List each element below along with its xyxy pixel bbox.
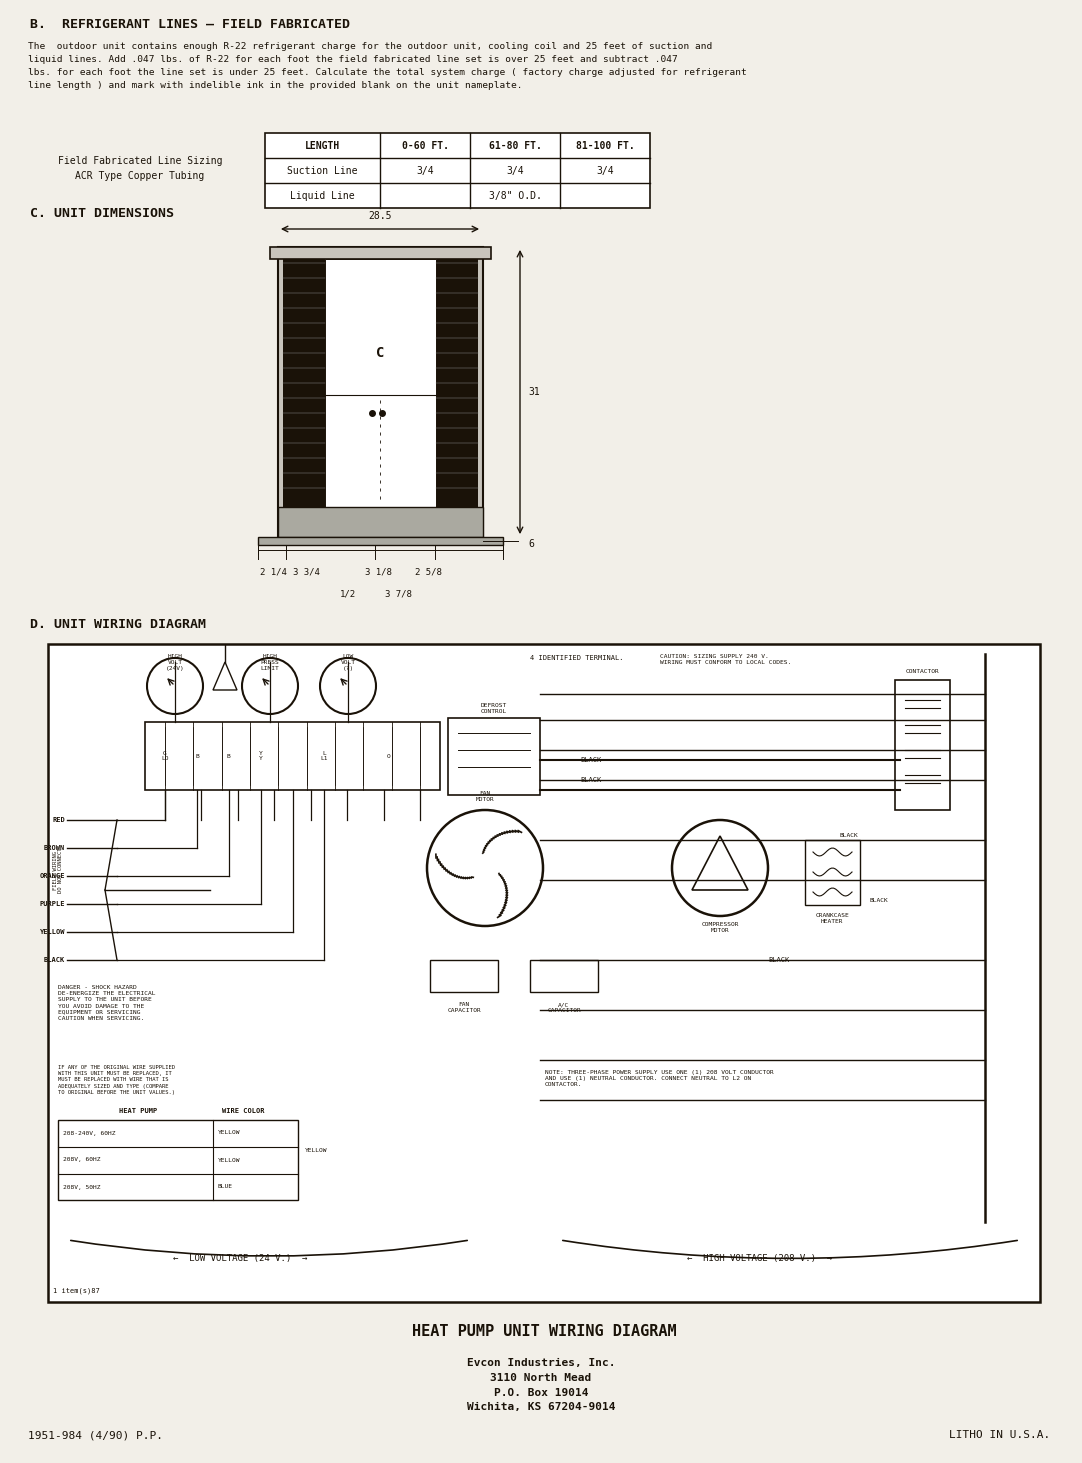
Bar	[278, 508, 483, 537]
Text: FIELD WIRING
DO NOT CONNECT: FIELD WIRING DO NOT CONNECT	[53, 847, 64, 892]
Text: BLACK: BLACK	[870, 897, 888, 903]
Text: 3 1/8: 3 1/8	[365, 568, 392, 576]
Text: 0-60 FT.: 0-60 FT.	[401, 140, 449, 151]
Text: 28.5: 28.5	[368, 211, 392, 221]
Text: BLUE: BLUE	[217, 1185, 233, 1189]
Text: 2 1/4: 2 1/4	[260, 568, 287, 576]
Text: LITHO IN U.S.A.: LITHO IN U.S.A.	[949, 1429, 1050, 1440]
Text: BLACK: BLACK	[768, 957, 789, 963]
Bar	[283, 259, 325, 508]
Text: 3/8" O.D.: 3/8" O.D.	[489, 190, 541, 200]
Text: PURPLE: PURPLE	[40, 901, 65, 907]
Text: YELLOW: YELLOW	[217, 1131, 240, 1135]
Text: WIRE COLOR: WIRE COLOR	[222, 1107, 264, 1113]
Bar	[436, 259, 478, 508]
Text: BLACK: BLACK	[580, 756, 602, 764]
Bar	[325, 259, 436, 508]
Text: B.  REFRIGERANT LINES – FIELD FABRICATED: B. REFRIGERANT LINES – FIELD FABRICATED	[30, 18, 349, 31]
Circle shape	[672, 819, 768, 916]
Bar	[278, 247, 483, 537]
Text: ACR Type Copper Tubing: ACR Type Copper Tubing	[76, 171, 204, 181]
Circle shape	[242, 658, 298, 714]
Text: 208-240V, 60HZ: 208-240V, 60HZ	[63, 1131, 116, 1135]
Text: LENGTH: LENGTH	[305, 140, 340, 151]
Bar	[265, 133, 650, 208]
Text: 208V, 60HZ: 208V, 60HZ	[63, 1157, 101, 1163]
Circle shape	[147, 658, 203, 714]
Text: 1951-984 (4/90) P.P.: 1951-984 (4/90) P.P.	[28, 1429, 163, 1440]
Text: Suction Line: Suction Line	[287, 165, 358, 176]
Polygon shape	[692, 835, 748, 890]
Text: 3 3/4: 3 3/4	[293, 568, 320, 576]
Text: 2 5/8: 2 5/8	[415, 568, 441, 576]
Text: 3/4: 3/4	[596, 165, 613, 176]
Bar	[270, 247, 491, 259]
Text: D. UNIT WIRING DIAGRAM: D. UNIT WIRING DIAGRAM	[30, 617, 206, 631]
Circle shape	[320, 658, 377, 714]
Bar	[258, 537, 503, 546]
Text: YELLOW: YELLOW	[40, 929, 65, 935]
Text: 3 7/8: 3 7/8	[385, 590, 412, 598]
Text: C: C	[375, 347, 384, 360]
Text: A/C
CAPACITOR: A/C CAPACITOR	[547, 1002, 581, 1012]
Text: 3/4: 3/4	[506, 165, 524, 176]
Text: 208V, 50HZ: 208V, 50HZ	[63, 1185, 101, 1189]
Text: LOW
VOLT
(?): LOW VOLT (?)	[341, 654, 356, 670]
Text: COMPRESSOR
MOTOR: COMPRESSOR MOTOR	[701, 922, 739, 933]
Text: FAN
CAPACITOR: FAN CAPACITOR	[447, 1002, 480, 1012]
Text: CONTACTOR: CONTACTOR	[906, 669, 939, 674]
Text: CAUTION: SIZING SUPPLY 240 V.
WIRING MUST CONFORM TO LOCAL CODES.: CAUTION: SIZING SUPPLY 240 V. WIRING MUS…	[660, 654, 791, 666]
Text: YELLOW: YELLOW	[305, 1147, 328, 1153]
Polygon shape	[213, 661, 237, 691]
Text: G
LO: G LO	[161, 751, 169, 761]
Text: 6: 6	[528, 538, 533, 549]
Text: RED: RED	[52, 816, 65, 824]
Text: 4 IDENTIFIED TERMINAL.: 4 IDENTIFIED TERMINAL.	[530, 655, 623, 661]
Text: C. UNIT DIMENSIONS: C. UNIT DIMENSIONS	[30, 206, 174, 219]
Bar	[448, 718, 540, 794]
Text: BLACK: BLACK	[43, 957, 65, 963]
Text: HEAT PUMP: HEAT PUMP	[119, 1107, 157, 1113]
Bar	[145, 723, 440, 790]
Text: 31: 31	[528, 388, 540, 396]
Text: CRANKCASE
HEATER: CRANKCASE HEATER	[815, 913, 849, 923]
Text: BLACK: BLACK	[580, 777, 602, 783]
Text: YELLOW: YELLOW	[217, 1157, 240, 1163]
Text: ←  HIGH VOLTAGE (208 V.)  →: ← HIGH VOLTAGE (208 V.) →	[687, 1254, 832, 1263]
Text: DANGER - SHOCK HAZARD
DE-ENERGIZE THE ELECTRICAL
SUPPLY TO THE UNIT BEFORE
YOU A: DANGER - SHOCK HAZARD DE-ENERGIZE THE EL…	[58, 985, 156, 1021]
Text: BROWN: BROWN	[43, 846, 65, 851]
Text: FAN
MOTOR: FAN MOTOR	[476, 791, 494, 802]
Bar	[530, 960, 598, 992]
Text: 3/4: 3/4	[417, 165, 434, 176]
Text: The  outdoor unit contains enough R-22 refrigerant charge for the outdoor unit, : The outdoor unit contains enough R-22 re…	[28, 42, 747, 89]
Text: 1/2: 1/2	[340, 590, 356, 598]
Text: B: B	[195, 753, 199, 758]
Text: IF ANY OF THE ORIGINAL WIRE SUPPLIED
WITH THIS UNIT MUST BE REPLACED, IT
MUST BE: IF ANY OF THE ORIGINAL WIRE SUPPLIED WIT…	[58, 1065, 175, 1094]
Text: Evcon Industries, Inc.
3110 North Mead
P.O. Box 19014
Wichita, KS 67204-9014: Evcon Industries, Inc. 3110 North Mead P…	[466, 1358, 616, 1412]
Text: L
L1: L L1	[320, 751, 328, 761]
Bar	[430, 960, 498, 992]
Bar	[895, 680, 950, 811]
Text: DEFROST
CONTROL: DEFROST CONTROL	[480, 704, 507, 714]
Circle shape	[427, 811, 543, 926]
Text: B: B	[227, 753, 230, 758]
Text: ORANGE: ORANGE	[40, 873, 65, 879]
Text: HEAT PUMP UNIT WIRING DIAGRAM: HEAT PUMP UNIT WIRING DIAGRAM	[411, 1324, 676, 1339]
Text: HIGH
VOLT
(24V): HIGH VOLT (24V)	[166, 654, 184, 670]
Text: HIGH
PRESS
LIMIT: HIGH PRESS LIMIT	[261, 654, 279, 670]
Text: 61-80 FT.: 61-80 FT.	[489, 140, 541, 151]
Text: 1 item(s)87: 1 item(s)87	[53, 1287, 100, 1293]
Text: O: O	[386, 753, 390, 758]
Bar	[58, 1121, 298, 1200]
Text: Liquid Line: Liquid Line	[290, 190, 355, 200]
Text: Y
Y: Y Y	[259, 751, 263, 761]
Text: Field Fabricated Line Sizing: Field Fabricated Line Sizing	[57, 157, 222, 165]
Bar	[48, 644, 1040, 1302]
Text: 81-100 FT.: 81-100 FT.	[576, 140, 634, 151]
Bar	[805, 840, 860, 906]
Text: BLACK: BLACK	[840, 832, 859, 837]
Text: ←  LOW VOLTAGE (24 V.)  →: ← LOW VOLTAGE (24 V.) →	[173, 1254, 307, 1263]
Text: NOTE: THREE-PHASE POWER SUPPLY USE ONE (1) 208 VOLT CONDUCTOR
AND USE (1) NEUTRA: NOTE: THREE-PHASE POWER SUPPLY USE ONE (…	[545, 1069, 774, 1087]
